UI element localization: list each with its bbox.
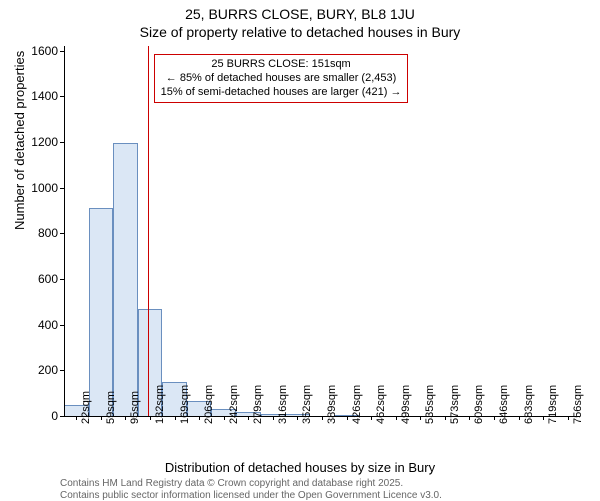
x-tick-mark	[125, 416, 126, 420]
y-tick-mark	[60, 96, 64, 97]
x-axis-title: Distribution of detached houses by size …	[0, 460, 600, 475]
y-tick-label: 0	[8, 409, 58, 423]
x-tick-mark	[420, 416, 421, 420]
x-tick-mark	[494, 416, 495, 420]
x-tick-mark	[101, 416, 102, 420]
x-tick-mark	[469, 416, 470, 420]
x-tick-label: 206sqm	[203, 385, 215, 424]
x-tick-label: 389sqm	[326, 385, 338, 424]
x-tick-label: 95sqm	[129, 391, 141, 424]
x-tick-label: 646sqm	[498, 385, 510, 424]
x-tick-mark	[297, 416, 298, 420]
y-tick-mark	[60, 142, 64, 143]
x-tick-label: 22sqm	[80, 391, 92, 424]
plot-area: 25 BURRS CLOSE: 151sqm← 85% of detached …	[64, 46, 580, 416]
x-tick-mark	[224, 416, 225, 420]
footnote-2: Contains public sector information licen…	[60, 490, 442, 501]
y-tick-mark	[60, 325, 64, 326]
x-tick-mark	[150, 416, 151, 420]
chart-subtitle: Size of property relative to detached ho…	[0, 24, 600, 40]
x-tick-mark	[199, 416, 200, 420]
x-tick-label: 573sqm	[449, 385, 461, 424]
x-tick-mark	[568, 416, 569, 420]
property-marker-line	[148, 46, 149, 416]
y-tick-mark	[60, 416, 64, 417]
footnote-1: Contains HM Land Registry data © Crown c…	[60, 478, 403, 489]
y-tick-label: 200	[8, 363, 58, 377]
y-axis-line	[64, 46, 65, 416]
x-tick-mark	[76, 416, 77, 420]
x-tick-label: 683sqm	[523, 385, 535, 424]
x-tick-label: 756sqm	[572, 385, 584, 424]
y-tick-mark	[60, 279, 64, 280]
y-tick-label: 800	[8, 226, 58, 240]
x-tick-label: 462sqm	[375, 385, 387, 424]
x-tick-mark	[248, 416, 249, 420]
x-tick-label: 59sqm	[105, 391, 117, 424]
annotation-line-3: 15% of semi-detached houses are larger (…	[161, 86, 402, 100]
x-tick-mark	[543, 416, 544, 420]
x-tick-mark	[175, 416, 176, 420]
x-tick-mark	[273, 416, 274, 420]
y-tick-label: 1000	[8, 181, 58, 195]
x-tick-mark	[519, 416, 520, 420]
x-tick-label: 535sqm	[424, 385, 436, 424]
x-tick-label: 169sqm	[179, 385, 191, 424]
y-tick-label: 1600	[8, 44, 58, 58]
y-tick-label: 1400	[8, 89, 58, 103]
x-tick-label: 316sqm	[277, 385, 289, 424]
x-tick-mark	[371, 416, 372, 420]
chart-title-address: 25, BURRS CLOSE, BURY, BL8 1JU	[0, 6, 600, 22]
y-tick-label: 600	[8, 272, 58, 286]
y-tick-mark	[60, 188, 64, 189]
annotation-box: 25 BURRS CLOSE: 151sqm← 85% of detached …	[154, 54, 409, 103]
y-tick-mark	[60, 233, 64, 234]
x-tick-label: 719sqm	[547, 385, 559, 424]
y-tick-label: 400	[8, 318, 58, 332]
annotation-line-2: ← 85% of detached houses are smaller (2,…	[161, 72, 402, 86]
x-tick-label: 352sqm	[301, 385, 313, 424]
y-tick-mark	[60, 51, 64, 52]
annotation-line-1: 25 BURRS CLOSE: 151sqm	[161, 58, 402, 72]
x-tick-mark	[347, 416, 348, 420]
x-tick-label: 609sqm	[473, 385, 485, 424]
histogram-bar	[89, 208, 114, 416]
x-tick-label: 242sqm	[228, 385, 240, 424]
x-tick-mark	[322, 416, 323, 420]
x-tick-label: 499sqm	[400, 385, 412, 424]
chart-container: 25, BURRS CLOSE, BURY, BL8 1JU Size of p…	[0, 0, 600, 500]
y-tick-mark	[60, 370, 64, 371]
x-tick-label: 426sqm	[351, 385, 363, 424]
x-tick-mark	[445, 416, 446, 420]
x-tick-label: 132sqm	[154, 385, 166, 424]
x-tick-mark	[396, 416, 397, 420]
x-tick-label: 279sqm	[252, 385, 264, 424]
histogram-bar	[113, 143, 138, 416]
y-tick-label: 1200	[8, 135, 58, 149]
